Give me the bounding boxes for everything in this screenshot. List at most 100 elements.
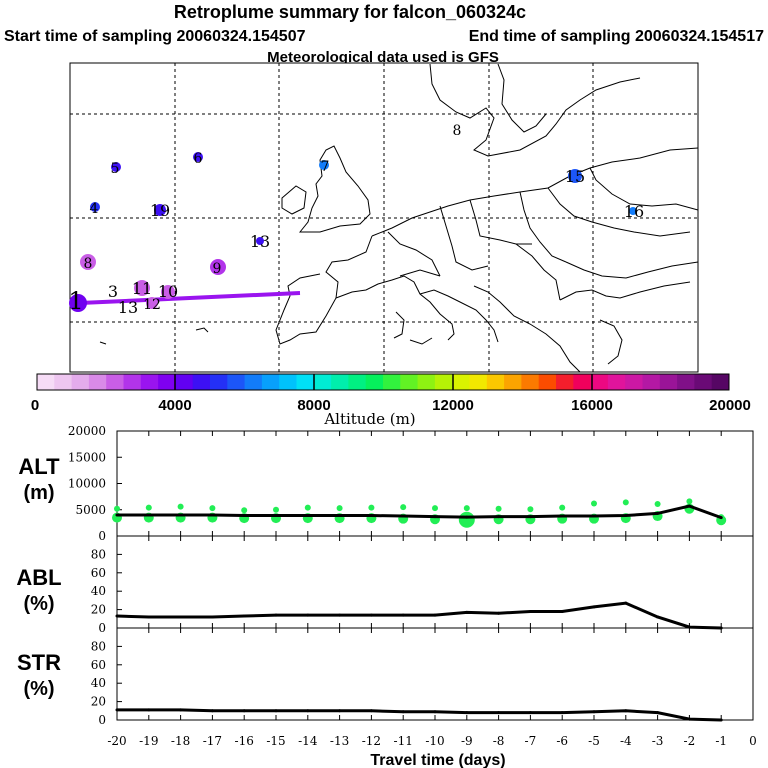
x-tick-label: -15 xyxy=(266,734,285,748)
x-tick-label: -8 xyxy=(493,734,505,748)
series-point xyxy=(369,613,373,617)
series-point xyxy=(719,718,723,722)
cluster-label: 1 xyxy=(68,287,83,315)
cluster-label: 16 xyxy=(624,202,644,221)
series-point xyxy=(465,610,469,614)
cluster-dot xyxy=(209,505,216,512)
colorbar-frame xyxy=(36,373,730,391)
colorbar-swatch xyxy=(348,374,367,390)
colorbar-swatch xyxy=(244,374,263,390)
y-tick-label: 0 xyxy=(98,713,106,727)
colorbar-swatch xyxy=(573,374,592,390)
series-point xyxy=(560,514,564,518)
series-point xyxy=(497,711,501,715)
x-tick-label: -20 xyxy=(107,734,126,748)
x-tick-label: -19 xyxy=(139,734,158,748)
colorbar-swatch xyxy=(590,374,609,390)
series-point xyxy=(656,511,660,515)
cluster-label: 15 xyxy=(565,167,585,186)
panel-ylabel: ABL xyxy=(16,565,61,590)
x-tick-label: -9 xyxy=(461,734,473,748)
colorbar-tick-label: 12000 xyxy=(432,397,474,414)
cluster-dot xyxy=(400,504,407,511)
y-tick-label: 60 xyxy=(91,566,106,580)
x-tick-label: -12 xyxy=(362,734,381,748)
y-tick-label: 80 xyxy=(91,639,106,653)
x-tick-label: -5 xyxy=(588,734,600,748)
cluster-dot xyxy=(686,498,693,505)
series-point xyxy=(210,513,214,517)
x-tick-label: -10 xyxy=(425,734,444,748)
series-point xyxy=(274,514,278,518)
cluster-dot xyxy=(304,504,311,511)
series-point xyxy=(433,515,437,519)
colorbar-swatch xyxy=(659,374,678,390)
colorbar-swatch xyxy=(400,374,419,390)
series-line-str xyxy=(117,708,722,722)
series-point xyxy=(433,710,437,714)
colorbar-swatch xyxy=(434,374,453,390)
colorbar-swatch xyxy=(261,374,280,390)
cluster-marker xyxy=(69,294,87,312)
series-point xyxy=(497,611,501,615)
colorbar-swatch xyxy=(711,374,730,390)
series-point xyxy=(179,708,183,712)
cluster-label: 6 xyxy=(194,151,203,167)
series-point xyxy=(306,613,310,617)
colorbar-swatch xyxy=(521,374,540,390)
series-line-abl xyxy=(116,601,722,630)
colorbar-swatch xyxy=(677,374,695,390)
cluster-label: 5 xyxy=(111,161,120,177)
panel-ylabel-unit: (%) xyxy=(23,678,54,700)
colorbar-swatch xyxy=(106,374,124,390)
y-tick-label: 0 xyxy=(98,621,106,635)
series-point xyxy=(465,515,469,519)
map-gridlines xyxy=(70,63,698,372)
altitude-colorbar: 0 4000 8000 12000 16000 20000 xyxy=(31,373,751,414)
x-tick-label: -14 xyxy=(298,734,318,748)
series-point xyxy=(687,504,691,508)
colorbar-tick-label: 8000 xyxy=(297,397,330,414)
cluster-label: 10 xyxy=(158,282,178,301)
met-data-label: Meteorological data used is GFS xyxy=(267,49,499,66)
series-point xyxy=(242,709,246,713)
series-point xyxy=(338,709,342,713)
y-tick-label: 10000 xyxy=(68,477,106,491)
colorbar-label: Altitude (m) xyxy=(323,410,415,428)
series-point xyxy=(306,709,310,713)
series-point xyxy=(338,514,342,518)
cluster-marker xyxy=(111,162,121,172)
series-point xyxy=(465,711,469,715)
series-point xyxy=(210,709,214,713)
figure-title: Retroplume summary for falcon_060324c xyxy=(174,2,526,22)
y-tick-label: 20000 xyxy=(68,424,106,438)
cluster-label: 11 xyxy=(132,279,152,298)
map-coastlines xyxy=(99,63,699,373)
series-point xyxy=(497,515,501,519)
series-point xyxy=(656,711,660,715)
colorbar-swatch xyxy=(71,374,90,390)
cluster-dot xyxy=(432,505,438,512)
panel-ylabel: STR xyxy=(17,650,61,675)
x-tick-label: -2 xyxy=(684,734,696,748)
panel-ylabel-unit: (%) xyxy=(23,593,54,615)
series-point xyxy=(528,609,532,613)
colorbar-swatch xyxy=(54,374,73,390)
cluster-dot xyxy=(145,504,152,511)
series-point xyxy=(179,615,183,619)
colorbar-swatch xyxy=(88,374,107,390)
colorbar-swatch xyxy=(158,374,176,390)
y-tick-label: 80 xyxy=(91,547,106,561)
cluster-label: 9 xyxy=(213,261,222,277)
cluster-label: 4 xyxy=(90,201,99,217)
series-point xyxy=(592,605,596,609)
series-point xyxy=(719,516,723,520)
start-time-label: Start time of sampling 20060324.154507 xyxy=(4,28,306,45)
series-point xyxy=(592,710,596,714)
colorbar-swatch xyxy=(140,374,159,390)
cluster-dot xyxy=(177,503,184,510)
x-tick-label: 0 xyxy=(749,734,757,748)
x-tick-label: -17 xyxy=(203,734,222,748)
